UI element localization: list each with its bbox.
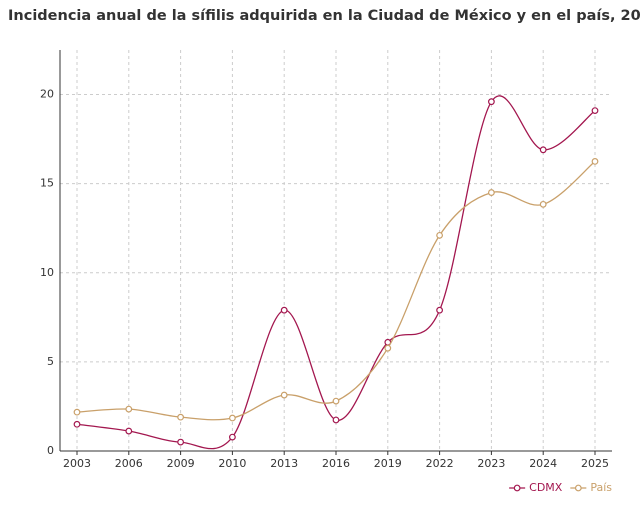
point: [228, 414, 236, 422]
chart-title: Incidencia anual de la sífilis adquirida…: [8, 8, 640, 24]
x-tick-label: 2010: [218, 457, 246, 470]
x-tick-label: 2019: [374, 457, 402, 470]
legend-marker: [574, 484, 582, 492]
y-tick-label: 10: [40, 266, 54, 279]
point: [177, 413, 185, 421]
point: [539, 200, 547, 208]
x-tick-label: 2024: [529, 457, 557, 470]
y-tick-label: 0: [47, 444, 54, 457]
point: [488, 98, 495, 106]
x-tick-label: 2003: [63, 457, 91, 470]
y-tick-label: 15: [40, 177, 54, 190]
legend-marker: [513, 484, 521, 492]
point: [488, 189, 495, 196]
legend-label: País: [590, 481, 612, 494]
point: [280, 391, 288, 399]
y-tick-label: 5: [47, 355, 54, 368]
x-tick-label: 2025: [581, 457, 609, 470]
x-tick-label: 2022: [426, 457, 454, 470]
series-line: [76, 160, 596, 421]
x-tick-label: 2023: [477, 457, 505, 470]
x-tick-label: 2009: [167, 457, 195, 470]
point: [436, 231, 444, 239]
legend-label: CDMX: [529, 481, 563, 494]
point: [384, 344, 392, 352]
y-tick-label: 20: [40, 88, 54, 101]
point: [332, 416, 340, 424]
x-tick-label: 2013: [270, 457, 298, 470]
point: [73, 420, 81, 428]
point: [436, 306, 444, 314]
point: [280, 306, 288, 314]
point: [73, 408, 81, 416]
point: [591, 107, 599, 114]
x-tick-label: 2016: [322, 457, 350, 470]
point: [228, 433, 236, 441]
point: [125, 405, 133, 413]
point: [177, 438, 185, 446]
point: [332, 397, 340, 405]
x-tick-label: 2006: [115, 457, 143, 470]
point: [591, 157, 599, 165]
point: [539, 146, 547, 154]
point: [125, 427, 133, 435]
